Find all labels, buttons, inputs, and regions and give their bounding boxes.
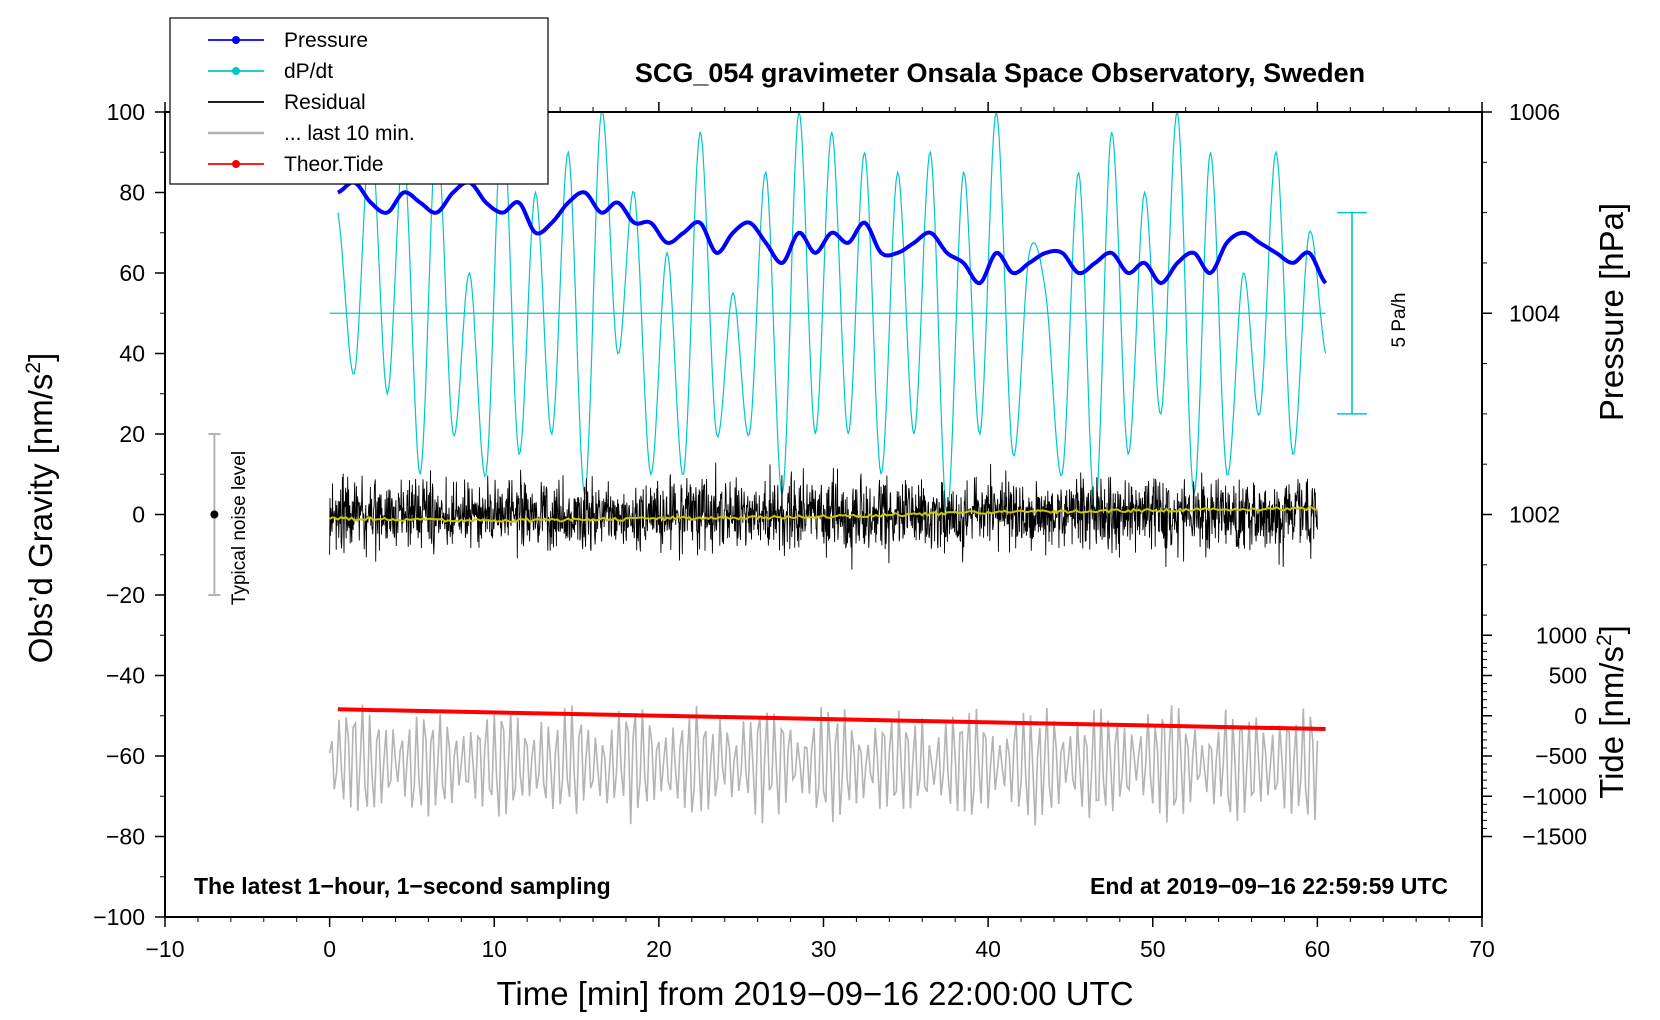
noise-bar-dot	[210, 510, 219, 519]
pressure-tick-label: 1004	[1509, 300, 1560, 326]
legend-label: Theor.Tide	[284, 153, 384, 176]
legend-label: dP/dt	[284, 60, 333, 83]
x-tick-label: 40	[975, 936, 1001, 962]
y-tick-label: 0	[132, 502, 145, 528]
tide-axis-title: Tide [nm/s2]	[1593, 625, 1630, 799]
y-tick-label: 60	[119, 260, 145, 286]
tide-tick-label: −500	[1535, 743, 1587, 769]
x-axis-title: Time [min] from 2019−09−16 22:00:00 UTC	[496, 975, 1133, 1012]
pressure-axis-title: Pressure [hPa]	[1593, 203, 1630, 421]
y-tick-label: −100	[93, 904, 145, 930]
plot-area	[328, 112, 1328, 826]
pressure-tick-label: 1002	[1509, 502, 1560, 528]
y-axis-title-main: Obs’d Gravity [nm/s	[22, 374, 59, 664]
pressure-line	[337, 180, 1328, 286]
y-tick-label: −60	[106, 743, 145, 769]
y-tick-label: −80	[106, 824, 145, 850]
theor-tide-line	[337, 707, 1326, 732]
legend-marker	[232, 160, 240, 168]
tide-tick-label: 500	[1549, 663, 1587, 689]
y-tick-label: −40	[106, 663, 145, 689]
y-tick-label: −20	[106, 582, 145, 608]
y-tick-label: 80	[119, 180, 145, 206]
note-end-time: End at 2019−09−16 22:59:59 UTC	[1090, 873, 1448, 899]
x-tick-label: 20	[646, 936, 672, 962]
x-tick-label: −10	[145, 936, 184, 962]
y-axis-title: Obs’d Gravity [nm/s2]	[22, 353, 59, 664]
y-tick-label: 100	[107, 99, 145, 125]
x-tick-label: 30	[811, 936, 837, 962]
tide-axis-title-end: ]	[1593, 625, 1630, 634]
noise-level-label: Typical noise level	[229, 451, 250, 605]
y-tick-label: 20	[119, 421, 145, 447]
note-sampling: The latest 1−hour, 1−second sampling	[194, 873, 611, 899]
residual-mean-line	[329, 506, 1318, 524]
y-tick-label: 40	[119, 341, 145, 367]
chart-title: SCG_054 gravimeter Onsala Space Observat…	[635, 58, 1365, 88]
tide-axis-title-sup: 2	[1593, 634, 1616, 646]
x-tick-label: 60	[1305, 936, 1331, 962]
tide-tick-label: −1500	[1522, 824, 1587, 850]
y-axis-title-end: ]	[22, 353, 59, 362]
dpdt-line	[337, 112, 1327, 515]
x-tick-label: 0	[323, 936, 336, 962]
dpdt-scale-label: 5 Pa/h	[1389, 293, 1410, 348]
legend-label: ... last 10 min.	[284, 122, 415, 145]
legend: Pressure dP/dt Residual ... last 10 min. The…	[169, 17, 549, 185]
axes-layer: −10 0 10 20 30 40 50 60 70−100−80−60−40−20020406…	[93, 99, 1587, 962]
x-tick-label: 70	[1469, 936, 1495, 962]
tide-tick-label: −1000	[1522, 783, 1587, 809]
legend-marker	[232, 67, 240, 75]
y-axis-title-sup: 2	[22, 362, 45, 374]
x-tick-label: 10	[481, 936, 507, 962]
tide-axis-title-main: Tide [nm/s	[1593, 646, 1630, 799]
pressure-tick-label: 1006	[1509, 99, 1560, 125]
legend-box	[169, 17, 549, 185]
legend-label: Pressure	[284, 29, 368, 52]
x-tick-label: 50	[1140, 936, 1166, 962]
legend-marker	[232, 36, 240, 44]
legend-label: Residual	[284, 91, 366, 114]
tide-tick-label: 1000	[1536, 622, 1587, 648]
tide-tick-label: 0	[1574, 703, 1587, 729]
series-layer	[208, 112, 1367, 826]
